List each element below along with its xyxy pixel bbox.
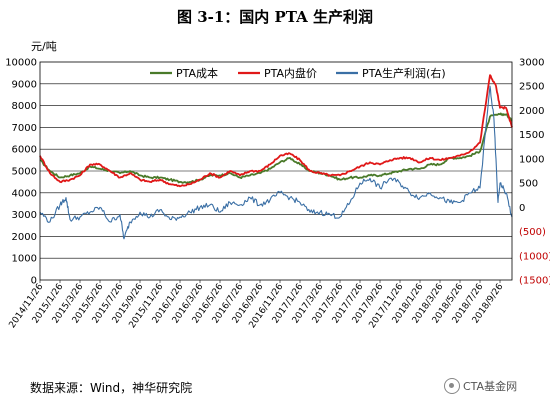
right-tick-label: 2500 (519, 82, 544, 93)
left-tick-label: 0 (31, 276, 37, 287)
series-line-2 (39, 85, 513, 240)
legend-label: PTA生产利润(右) (362, 66, 446, 80)
left-axis-ticks: 0 1000 2000 3000 4000 5000 6000 7000 8000 9000 100… (5, 58, 37, 287)
left-axis-unit-label: 元/吨 (31, 40, 57, 53)
left-tick-label: 2000 (12, 232, 37, 243)
series-lines (39, 74, 513, 240)
watermark-text: CTA基金网 (463, 380, 518, 393)
left-tick-label: 3000 (12, 210, 37, 221)
left-tick-label: 6000 (12, 145, 37, 156)
legend-label: PTA成本 (176, 66, 218, 80)
left-tick-label: 7000 (12, 123, 37, 134)
series-line-1 (39, 74, 513, 188)
wechat-icon (444, 378, 460, 394)
x-axis-ticks: 2014/11/262015/1/262015/3/262015/5/26201… (8, 280, 506, 330)
left-tick-label: 1000 (12, 254, 37, 265)
plot-border (39, 61, 513, 281)
legend: PTA成本 PTA内盘价 PTA生产利润(右) (150, 66, 446, 80)
chart-title: 图 3-1：国内 PTA 生产利润 (176, 8, 374, 26)
data-source-note: 数据来源：Wind，神华研究院 (30, 381, 193, 395)
right-tick-label: 500 (519, 179, 538, 190)
right-tick-label: 0 (519, 203, 525, 214)
right-axis-ticks: (1500) (1000) (500) 0 500 1000 1500 2000 2500 300… (519, 58, 550, 287)
right-tick-label: 3000 (519, 58, 544, 69)
left-tick-label: 10000 (5, 58, 37, 69)
left-tick-label: 4000 (12, 188, 37, 199)
left-tick-label: 8000 (12, 101, 37, 112)
right-tick-label: 2000 (519, 106, 544, 117)
right-tick-label: 1000 (519, 154, 544, 165)
right-tick-label: (500) (519, 227, 546, 238)
left-tick-label: 9000 (12, 79, 37, 90)
gridlines (40, 83, 512, 259)
watermark: CTA基金网 (444, 378, 517, 394)
right-tick-label: 1500 (519, 130, 544, 141)
legend-label: PTA内盘价 (264, 66, 317, 80)
left-tick-label: 5000 (12, 167, 37, 178)
right-tick-label: (1500) (519, 276, 550, 287)
right-tick-label: (1000) (519, 251, 550, 262)
series-line-0 (39, 112, 513, 184)
